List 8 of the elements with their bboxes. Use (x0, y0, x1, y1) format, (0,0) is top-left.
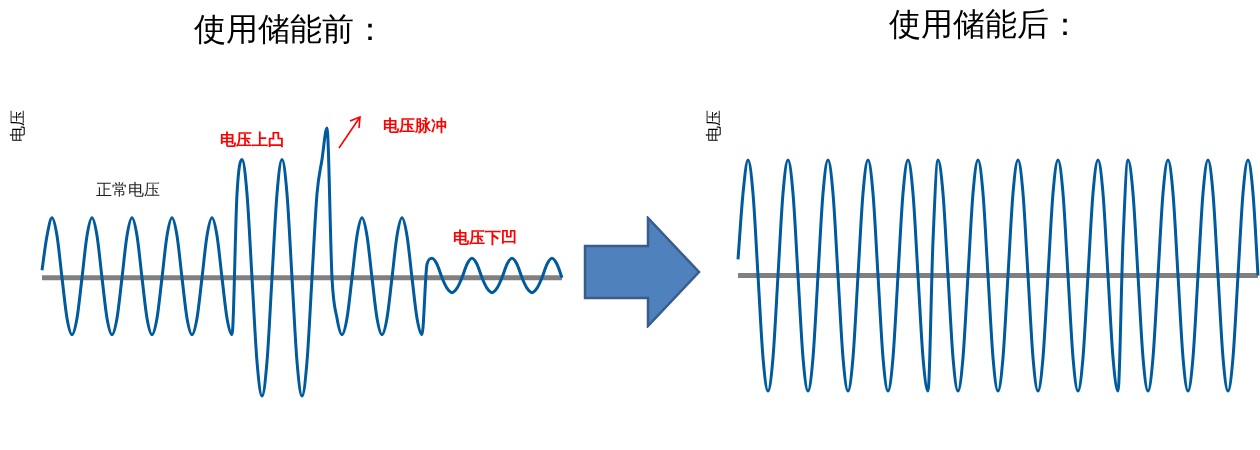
annotation: 电压上凸 (220, 129, 284, 151)
annotation: 正常电压 (96, 179, 160, 200)
annotation: 电压脉冲 (383, 115, 447, 137)
chart-title: 使用储能后： (889, 4, 1081, 45)
annotation: 电压下凹 (453, 227, 517, 249)
y-axis-title: 电压 (8, 110, 28, 142)
y-axis-title: 电压 (704, 110, 724, 142)
chart-title: 使用储能前： (194, 9, 386, 50)
